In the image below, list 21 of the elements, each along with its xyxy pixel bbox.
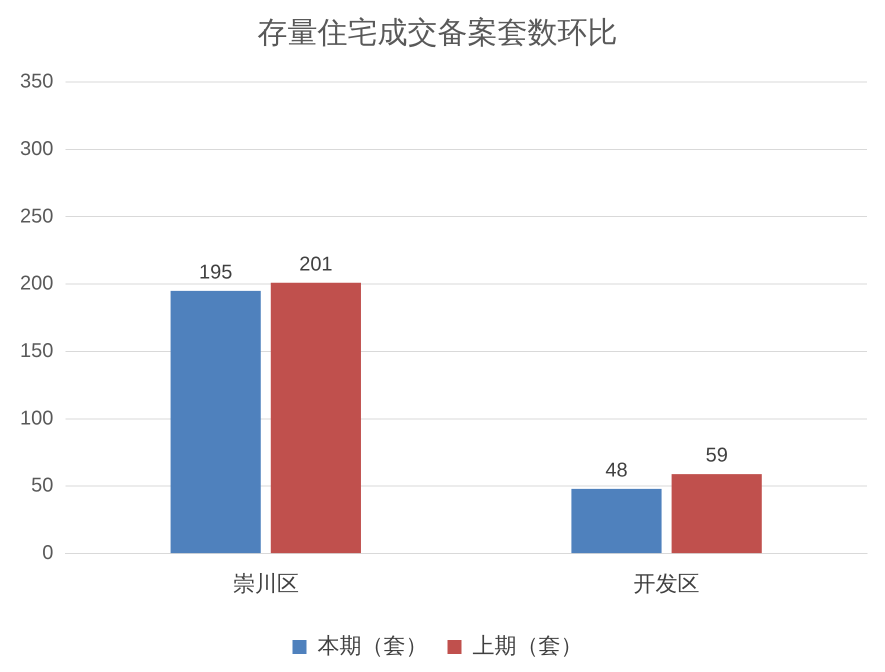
y-tick-label: 300 — [20, 138, 54, 160]
data-label: 48 — [605, 459, 628, 482]
y-tick-label: 350 — [20, 70, 54, 93]
data-label: 59 — [706, 444, 728, 467]
y-tick-label: 250 — [20, 205, 54, 228]
x-tick-label: 崇川区 — [232, 570, 299, 596]
y-tick-label: 100 — [20, 407, 54, 430]
data-label: 201 — [299, 253, 333, 276]
data-label: 195 — [198, 261, 232, 284]
legend-label: 上期（套） — [472, 633, 582, 658]
bar — [672, 474, 762, 554]
bar — [170, 290, 261, 554]
y-tick-label: 150 — [20, 340, 54, 362]
y-tick-label: 200 — [20, 272, 54, 295]
x-tick-label: 开发区 — [634, 570, 700, 596]
bar — [571, 488, 662, 554]
legend-label: 本期（套） — [318, 633, 428, 658]
bar — [270, 282, 361, 554]
y-tick-label: 50 — [31, 474, 54, 497]
y-tick-label: 0 — [42, 542, 54, 564]
chart-title: 存量住宅成交备案套数环比 — [258, 16, 618, 50]
